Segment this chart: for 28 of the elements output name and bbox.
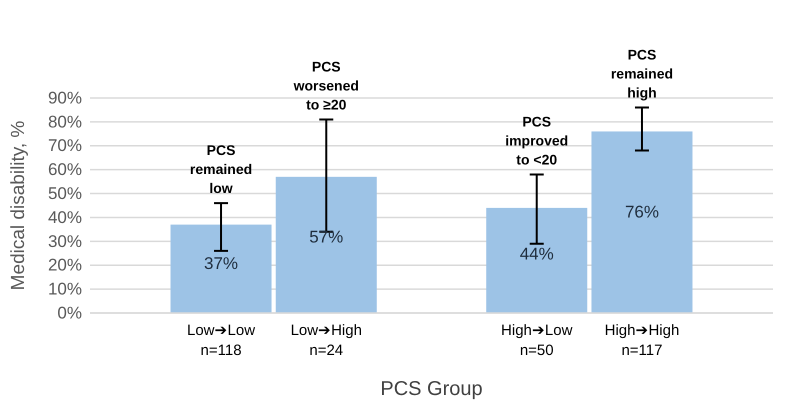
data-label: 37% xyxy=(204,254,238,273)
y-tick-label: 40% xyxy=(48,208,82,227)
bar xyxy=(486,208,588,313)
x-axis-title: PCS Group xyxy=(380,378,483,400)
data-label: 76% xyxy=(624,202,659,222)
bar xyxy=(276,176,377,313)
annotation: PCS remained high xyxy=(610,46,674,101)
bar xyxy=(170,224,272,313)
y-tick-label: 50% xyxy=(48,184,82,203)
y-tick-label: 60% xyxy=(48,160,82,180)
y-tick-label: 20% xyxy=(48,256,82,275)
y-tick-label: 0% xyxy=(57,303,82,322)
data-label: 44% xyxy=(520,244,554,264)
data-label: 57% xyxy=(309,228,344,247)
annotation: PCS improved to <20 xyxy=(505,113,568,168)
annotation: PCS worsened to ≥20 xyxy=(292,58,359,112)
y-tick-label: 10% xyxy=(48,280,82,299)
annotation: PCS remained low xyxy=(190,142,252,196)
x-tick-label: High➔Low n=50 xyxy=(501,322,573,359)
x-tick-label: Low➔Low n=118 xyxy=(187,322,256,359)
bar xyxy=(591,131,692,313)
x-tick-label: Low➔High n=24 xyxy=(290,322,362,359)
y-tick-label: 80% xyxy=(48,112,82,132)
y-tick-label: 30% xyxy=(48,232,82,251)
y-tick-label: 70% xyxy=(48,136,82,156)
y-tick-label: 90% xyxy=(48,88,82,108)
x-tick-label: High➔High n=117 xyxy=(604,322,680,359)
y-axis-title: Medical disability, % xyxy=(8,120,29,290)
